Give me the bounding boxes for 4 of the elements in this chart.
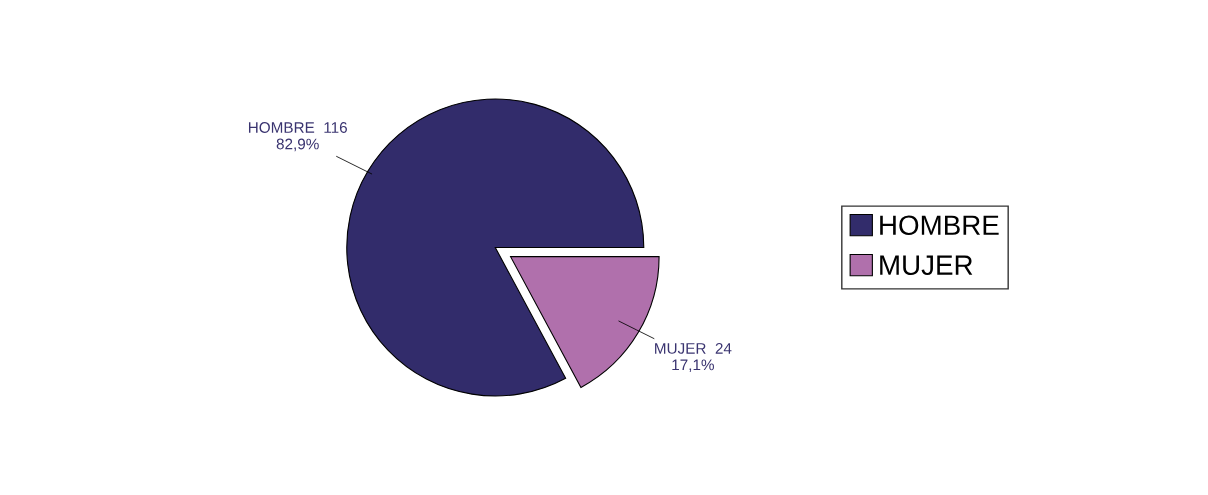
- legend-label: HOMBRE: [880, 215, 999, 236]
- data-label: HOMBRE 116 82,9%: [248, 122, 347, 152]
- data-label: MUJER 24 17,1%: [655, 342, 732, 373]
- legend-label: MUJER: [880, 255, 973, 275]
